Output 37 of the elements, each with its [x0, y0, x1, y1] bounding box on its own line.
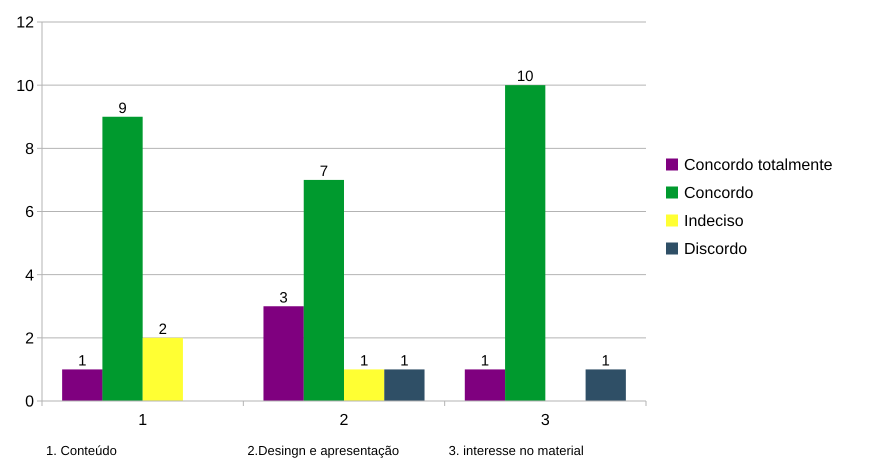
- legend-label: Indeciso: [684, 213, 744, 230]
- data-label: 1: [602, 352, 610, 370]
- data-label: 1: [400, 352, 409, 370]
- x-tick-label: 2: [340, 412, 349, 429]
- y-tick-label: 10: [16, 78, 34, 95]
- bar: [142, 338, 183, 401]
- data-label: 3: [279, 289, 288, 306]
- x-tick-label: 1: [138, 412, 148, 429]
- bar: [384, 369, 425, 401]
- data-label: 2: [158, 320, 167, 338]
- x-tick-label: 3: [540, 412, 550, 429]
- bar: [304, 180, 344, 401]
- data-label: 7: [320, 162, 328, 180]
- legend-label: Concordo totalmente: [684, 157, 833, 174]
- y-tick-label: 2: [25, 330, 34, 348]
- y-tick-label: 0: [25, 394, 34, 411]
- text: 3. interesse no material: [448, 443, 584, 458]
- bar: [505, 85, 546, 401]
- bar: [586, 369, 626, 401]
- y-tick-label: 12: [16, 14, 34, 32]
- data-label: 10: [516, 68, 534, 86]
- legend-label: Discordo: [684, 241, 748, 258]
- bar: [62, 369, 102, 401]
- y-tick-label: 8: [25, 140, 34, 158]
- data-label: 1: [480, 352, 490, 370]
- legend-label: Concordo: [684, 185, 754, 202]
- text: 1. Conteúdo: [46, 443, 117, 458]
- bar: [102, 116, 143, 401]
- bar: [344, 369, 384, 401]
- bar: [464, 369, 506, 401]
- data-label: 1: [360, 352, 368, 370]
- data-label: 1: [78, 352, 86, 370]
- data-label: 9: [118, 100, 127, 117]
- text: 2.Desingn e apresentação: [247, 443, 400, 458]
- y-tick-label: 4: [25, 267, 34, 284]
- y-tick-label: 6: [25, 204, 34, 222]
- bar: [263, 306, 304, 401]
